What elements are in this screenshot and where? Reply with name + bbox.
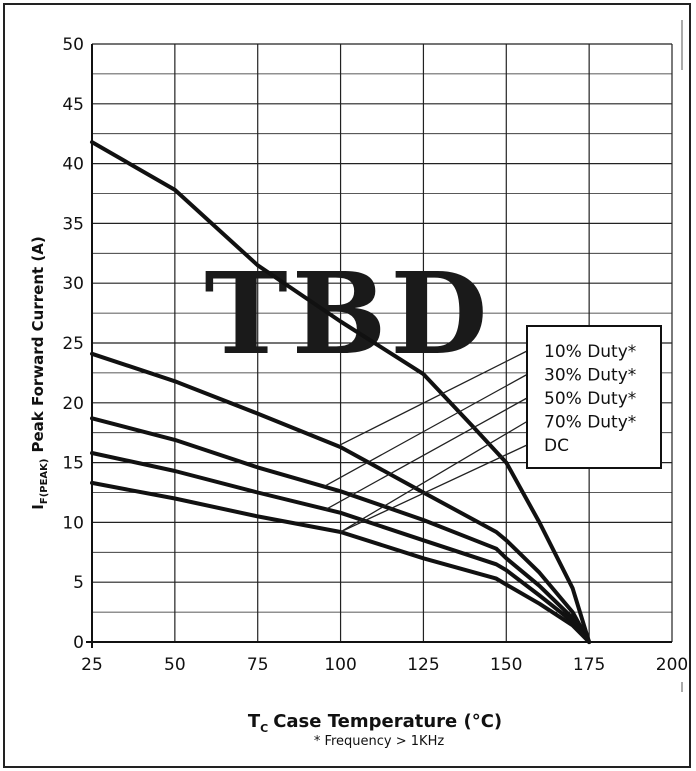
legend-leader-line (340, 350, 528, 446)
y-tick-label: 5 (73, 573, 84, 593)
legend-entry: DC (544, 436, 569, 456)
y-axis-symbol: I (29, 504, 47, 510)
y-tick-label: 40 (62, 155, 84, 175)
legend-box (526, 325, 662, 469)
x-tick-label: 150 (490, 655, 522, 675)
y-tick-label: 25 (62, 334, 84, 354)
legend-entry: 30% Duty* (544, 366, 636, 386)
x-tick-label: 100 (324, 655, 356, 675)
series-lines (90, 140, 592, 644)
svg-text:IF(PEAK)Peak Forward Current (: IF(PEAK) Peak Forward Current (A) (29, 236, 50, 509)
y-tick-label: 20 (62, 394, 84, 414)
x-axis-subscript: C (260, 722, 268, 735)
y-axis-label: Peak Forward Current (A) (29, 236, 47, 452)
legend-items: 10% Duty* 30% Duty* 50% Duty* 70% Duty* DC (544, 342, 636, 456)
legend-leader-lines (323, 350, 528, 533)
x-tick-label: 25 (81, 655, 103, 675)
y-tick-label: 30 (62, 274, 84, 294)
x-axis-symbol: T (248, 711, 261, 732)
x-tick-label: 50 (164, 655, 186, 675)
series-line-1 (90, 140, 592, 644)
tbd-watermark: TBD (204, 249, 491, 380)
legend-leader-line (340, 444, 528, 533)
legend-leader-line (340, 420, 528, 533)
y-axis-title: IF(PEAK) Peak Forward Current (A) (29, 236, 50, 509)
legend-entry: 70% Duty* (544, 413, 636, 433)
legend: 10% Duty* 30% Duty* 50% Duty* 70% Duty* DC (526, 325, 662, 469)
x-tick-label: 200 (656, 655, 688, 675)
y-tick-label: 50 (62, 35, 84, 55)
y-tick-label: 0 (73, 633, 84, 653)
y-tick-label: 15 (62, 454, 84, 474)
legend-entry: 10% Duty* (544, 342, 636, 362)
gridlines (86, 43, 673, 648)
y-axis-subscript: F(PEAK) (39, 459, 50, 505)
legend-entry: 50% Duty* (544, 389, 636, 409)
y-tick-label: 35 (62, 214, 84, 234)
x-tick-label: 125 (407, 655, 439, 675)
x-tick-label: 175 (573, 655, 605, 675)
x-axis-label: Case Temperature (°C) (273, 711, 502, 732)
frequency-footnote: * Frequency > 1KHz (314, 734, 445, 749)
y-tick-label: 45 (62, 95, 84, 115)
legend-leader-line (323, 373, 528, 488)
x-tick-label: 75 (247, 655, 269, 675)
legend-leader-line (323, 397, 528, 512)
series-line-3 (90, 416, 592, 644)
series-line-4 (90, 451, 592, 644)
series-line-5 (90, 480, 592, 644)
series-line-2 (90, 351, 592, 644)
x-axis-title: TC Case Temperature (°C) (248, 711, 502, 735)
y-tick-label: 10 (62, 513, 84, 533)
tick-labels: 0 5 10 15 20 25 30 35 40 45 50 25 50 75 100 125 150 175 20… (62, 35, 688, 675)
